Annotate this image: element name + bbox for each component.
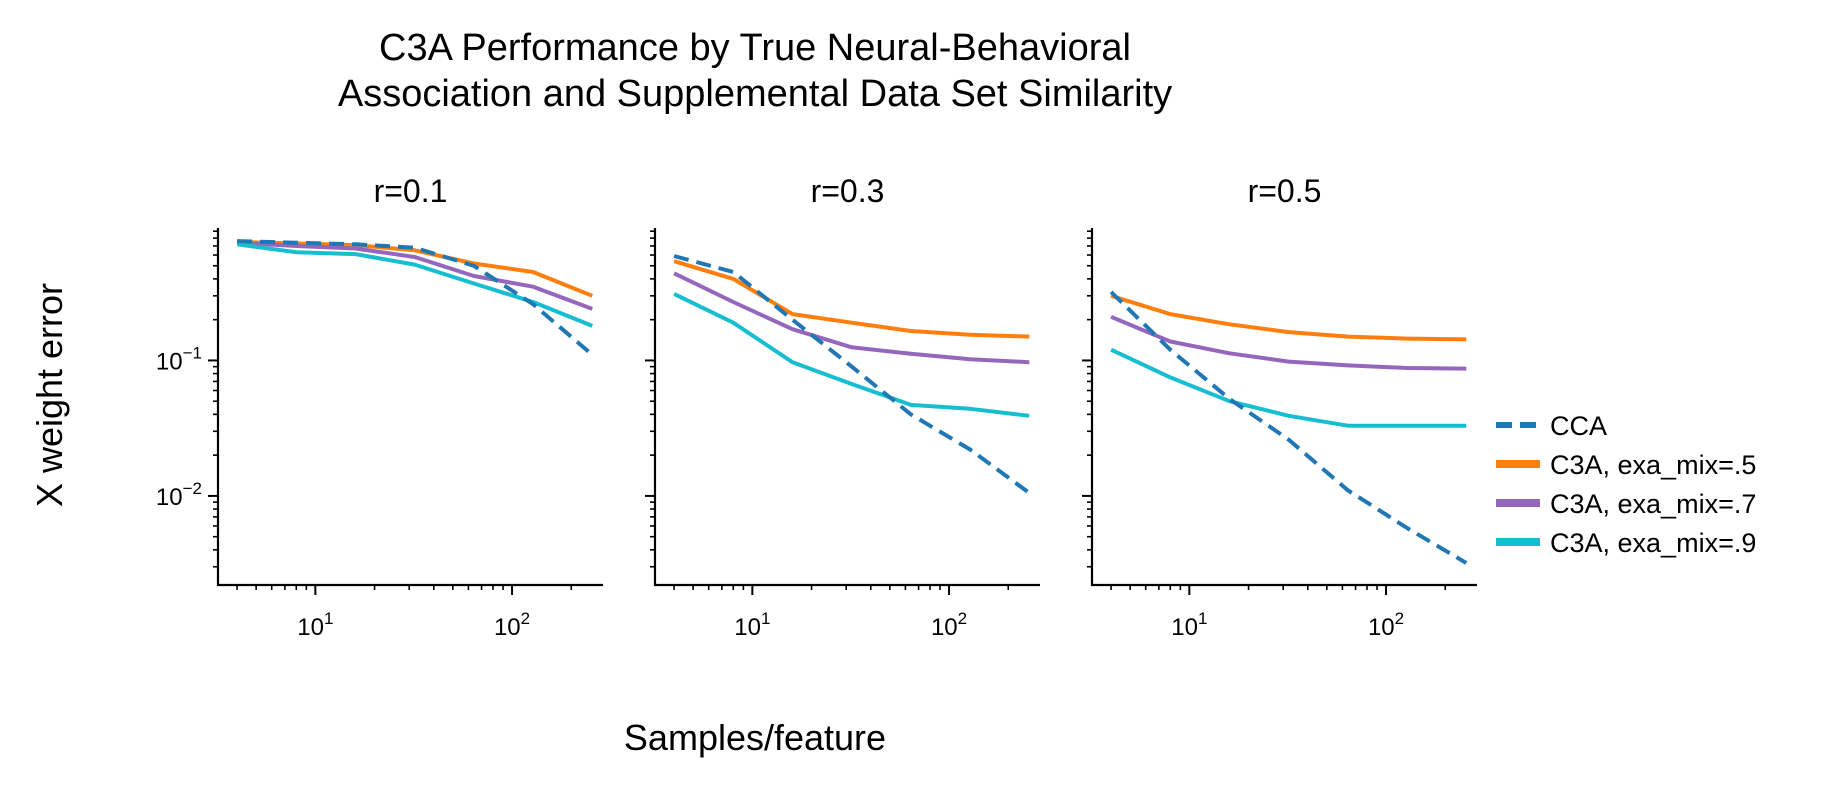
x-tick-label: 101 [297,609,333,641]
x-axis-label: Samples/feature [624,717,886,758]
x-tick-label: 101 [1171,609,1207,641]
y-tick-label: 10−2 [156,479,202,511]
subplot-title: r=0.5 [1248,173,1322,209]
series-line-mix9 [1110,347,1467,428]
y-axis-label: X weight error [29,283,70,507]
subplot-title: r=0.3 [811,173,885,209]
y-tick-label: 10−1 [156,343,202,375]
series-line-mix9 [673,292,1030,418]
legend-label: C3A, exa_mix=.7 [1550,489,1756,519]
x-tick-label: 101 [734,609,770,641]
legend-label: C3A, exa_mix=.5 [1550,450,1756,480]
series-line-CCA [673,254,1031,495]
series-line-mix5 [1110,293,1467,342]
figure-title-line2: Association and Supplemental Data Set Si… [338,73,1172,115]
legend-label: CCA [1550,411,1607,441]
series-line-CCA [237,239,594,357]
x-tick-label: 102 [494,609,530,641]
x-tick-label: 102 [931,609,967,641]
figure-title-line1: C3A Performance by True Neural-Behaviora… [379,27,1131,69]
series-line-mix5 [673,259,1030,339]
x-tick-label: 102 [1368,609,1404,641]
subplot-2: r=0.3 101 102 [645,173,1040,641]
series-line-mix7 [1110,314,1467,371]
legend-label: C3A, exa_mix=.9 [1550,528,1756,558]
series-line-CCA [1109,290,1468,565]
series-line-mix7 [673,271,1030,365]
subplot-1: r=0.1 10−1 10−2 101 102 [156,173,603,641]
subplot-3: r=0.5 101 102 [1082,173,1477,641]
subplot-title: r=0.1 [374,173,448,209]
legend: CCA C3A, exa_mix=.5 C3A, exa_mix=.7 C3A, ex… [1496,411,1756,558]
series-line-mix7 [236,240,594,311]
